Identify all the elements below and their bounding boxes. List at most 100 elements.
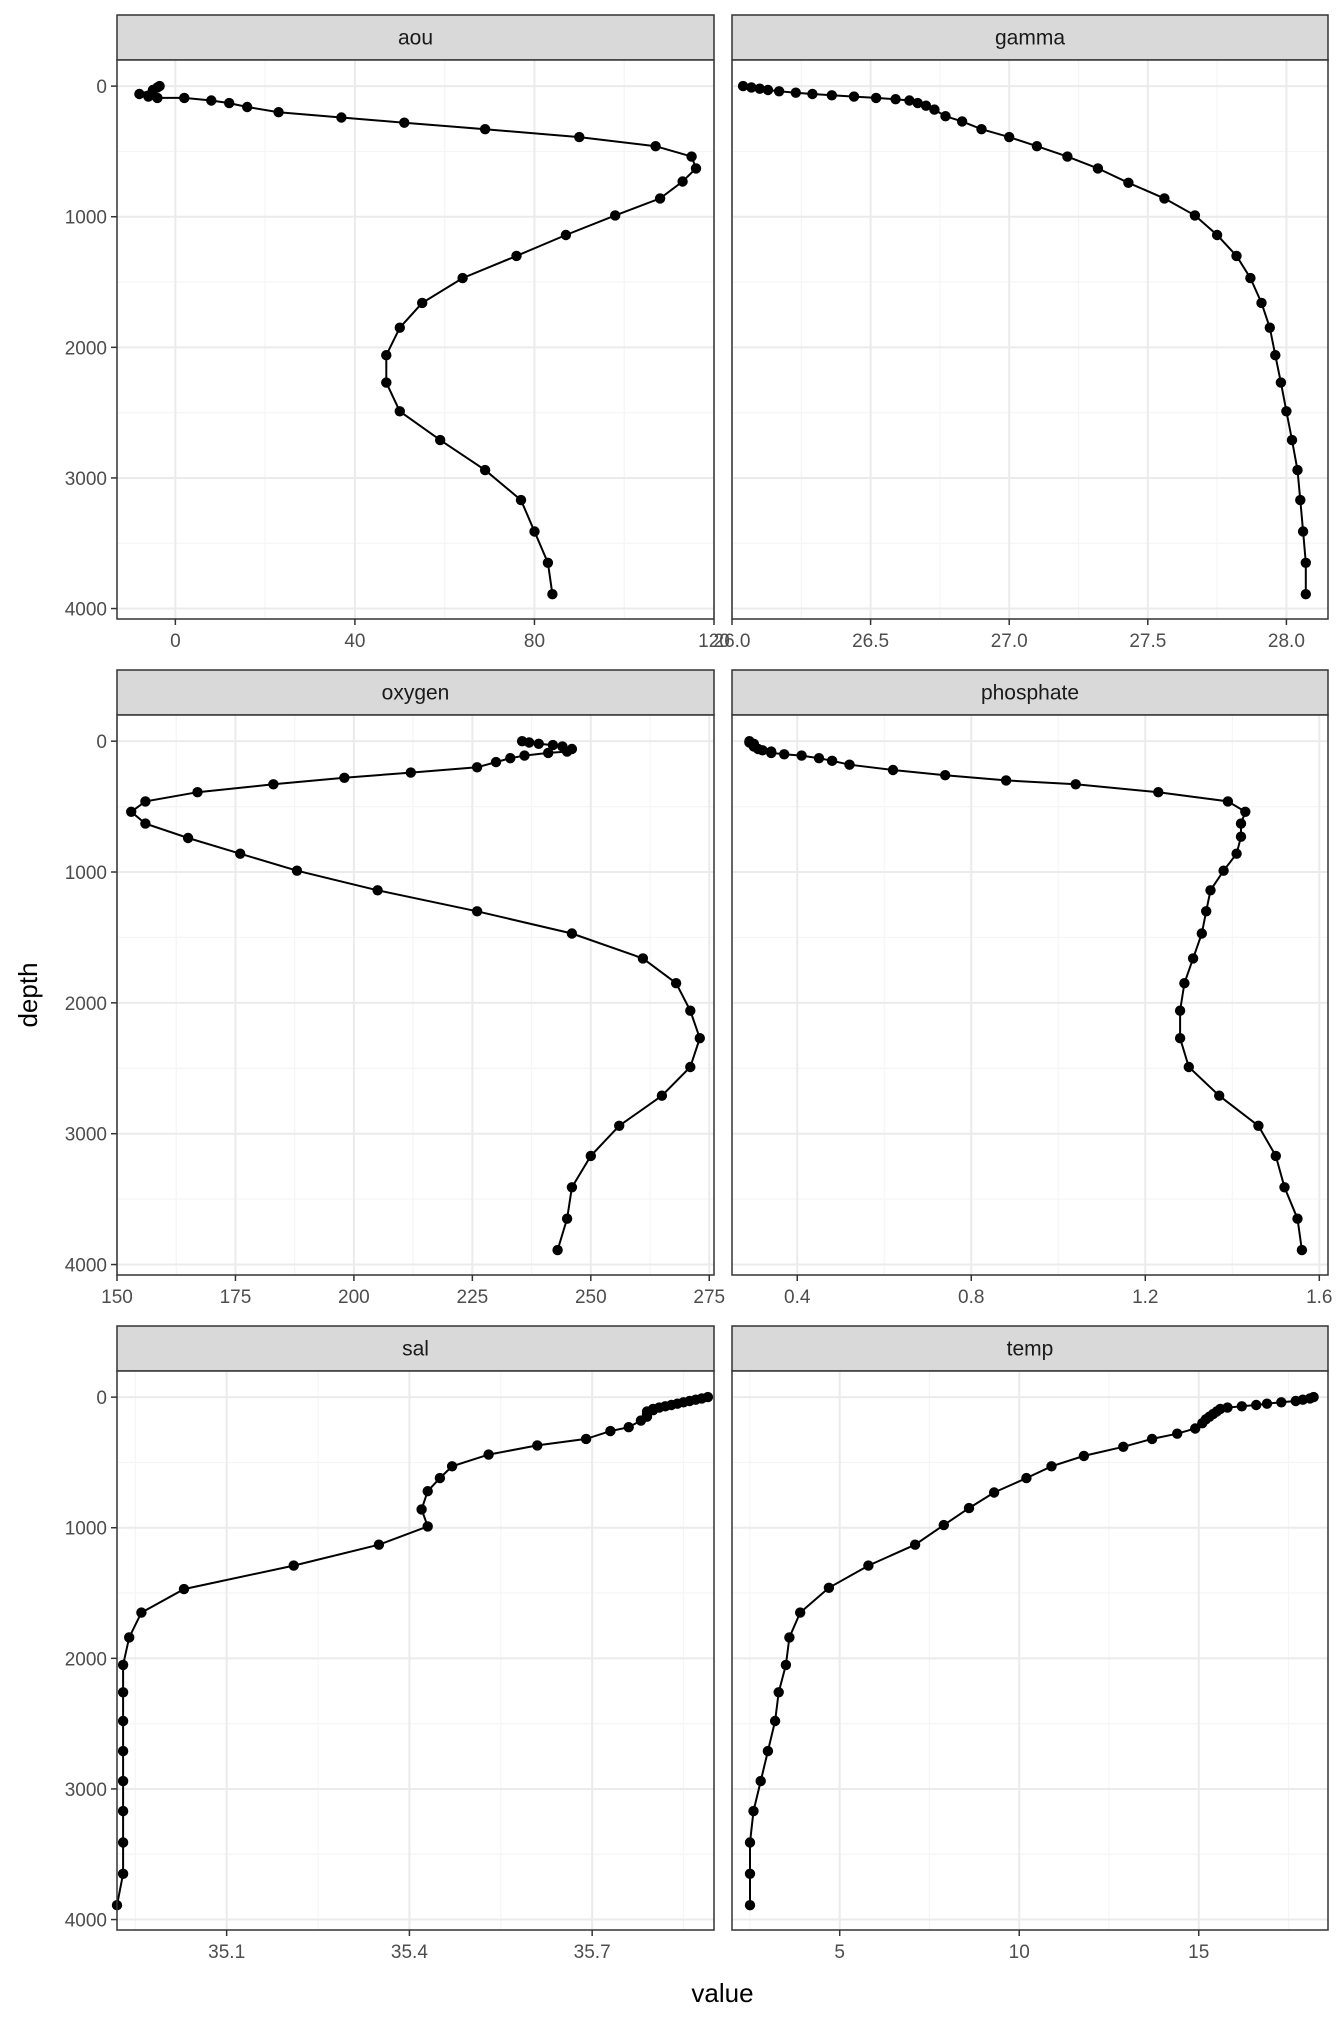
facet-strip-label: phosphate (981, 682, 1079, 705)
panel-background (732, 1371, 1328, 1930)
data-point (1031, 141, 1043, 152)
data-point (381, 350, 392, 361)
y-tick-label: 0 (96, 1388, 107, 1409)
data-point (1292, 1213, 1303, 1224)
data-point (1062, 151, 1073, 162)
data-point (1174, 1033, 1186, 1044)
panel-background (732, 715, 1328, 1275)
data-point (790, 87, 801, 98)
data-point (1070, 779, 1081, 790)
data-point (394, 406, 405, 417)
y-axis-title: depth (13, 962, 43, 1027)
data-point (560, 229, 572, 241)
data-point (585, 1150, 596, 1162)
data-point (635, 1415, 647, 1426)
data-point (136, 1607, 147, 1618)
data-point (1270, 1150, 1282, 1162)
data-point (1123, 177, 1134, 188)
data-point (435, 434, 446, 446)
data-point (529, 526, 540, 537)
data-point (656, 1090, 668, 1101)
data-point (1245, 272, 1256, 284)
data-point (1004, 131, 1015, 143)
y-tick-label: 3000 (65, 469, 107, 490)
data-point (848, 91, 860, 102)
data-point (399, 117, 410, 128)
data-point (405, 767, 416, 778)
data-point (769, 1715, 781, 1727)
data-point (235, 848, 246, 859)
data-point (1189, 210, 1201, 221)
data-point (654, 193, 666, 204)
x-tick-label: 26.0 (714, 631, 751, 652)
data-point (117, 1745, 129, 1757)
data-point (754, 83, 765, 94)
data-point (1201, 906, 1212, 917)
data-point (956, 116, 968, 127)
data-point (744, 1837, 756, 1848)
data-point (381, 377, 392, 388)
y-tick-label: 3000 (65, 1125, 107, 1146)
data-point (890, 94, 901, 105)
data-point (762, 84, 774, 96)
data-point (580, 1433, 592, 1445)
data-point (179, 92, 190, 104)
data-point (1021, 1472, 1032, 1484)
data-point (192, 787, 203, 798)
y-tick-label: 3000 (65, 1780, 107, 1801)
panel-border (116, 714, 715, 1276)
x-tick-label: 175 (220, 1287, 252, 1308)
x-tick-label: 1.6 (1306, 1287, 1332, 1308)
data-point (737, 80, 749, 92)
x-tick-label: 120 (698, 631, 730, 652)
x-tick-label: 150 (101, 1287, 133, 1308)
data-point (336, 112, 347, 123)
data-point (143, 91, 154, 102)
data-point (291, 865, 303, 876)
data-point (1297, 526, 1309, 537)
facet-strip-label: gamma (995, 27, 1065, 50)
data-point (920, 100, 932, 111)
data-point (1290, 1395, 1301, 1407)
data-point (904, 95, 915, 106)
data-point (519, 750, 530, 761)
data-point (457, 272, 468, 284)
data-point (515, 494, 527, 506)
data-point (766, 747, 777, 759)
data-point (140, 796, 151, 807)
data-point (483, 1449, 494, 1460)
y-tick-label: 2000 (65, 338, 107, 359)
data-point (1000, 775, 1012, 786)
y-tick-label: 4000 (65, 600, 107, 621)
data-point (685, 1005, 696, 1016)
x-axis-title: value (691, 1978, 753, 2008)
data-point (1240, 806, 1251, 817)
data-point (268, 779, 279, 790)
data-point (1236, 1401, 1248, 1412)
data-point (542, 557, 554, 568)
data-point (140, 818, 151, 829)
data-point (1235, 818, 1247, 829)
data-point (178, 1583, 190, 1595)
data-point (637, 953, 649, 964)
facet-aou: aou 0 1000 2000 3000 4000 0 40 80 120 (65, 14, 730, 652)
data-point (762, 1745, 774, 1757)
data-point (446, 1461, 458, 1472)
data-point (242, 101, 253, 113)
data-point (552, 1244, 563, 1256)
data-point (1295, 494, 1306, 506)
data-point (417, 297, 428, 309)
data-point (1270, 350, 1281, 361)
y-tick-label: 1000 (65, 863, 107, 884)
data-point (1235, 831, 1247, 842)
data-point (479, 124, 491, 135)
data-point (773, 86, 785, 97)
data-point (623, 1422, 634, 1433)
data-point (807, 88, 818, 100)
x-tick-label: 27.5 (1129, 631, 1166, 652)
data-point (614, 1120, 625, 1132)
data-point (940, 111, 951, 122)
data-point (288, 1560, 299, 1571)
data-point (870, 92, 882, 104)
